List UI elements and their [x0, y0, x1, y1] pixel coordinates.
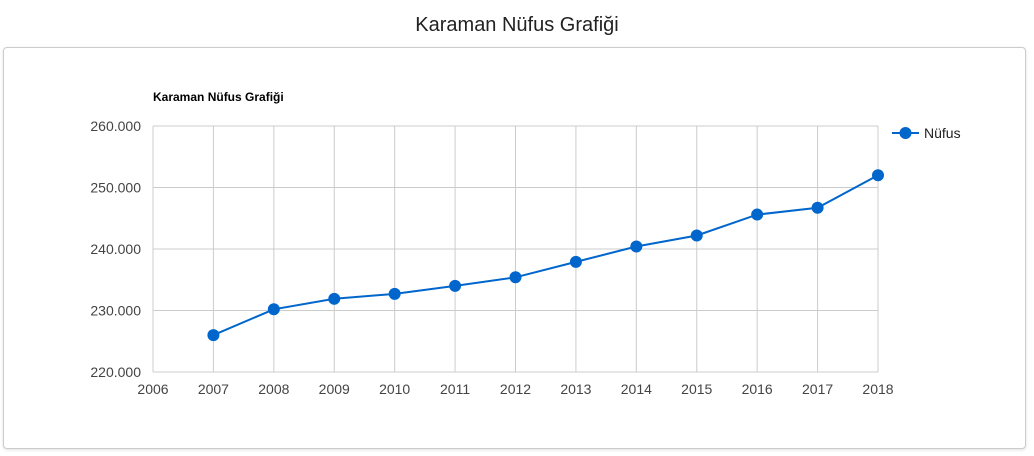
x-tick-label: 2008	[258, 381, 289, 397]
x-tick-label: 2014	[621, 381, 652, 397]
series-layer	[207, 169, 884, 342]
y-tick-label: 220.000	[90, 364, 141, 380]
page-title: Karaman Nüfus Grafiği	[415, 14, 619, 36]
x-tick-label: 2012	[500, 381, 531, 397]
x-tick-label: 2017	[802, 381, 833, 397]
x-tick-label: 2006	[137, 381, 168, 397]
chart-title: Karaman Nüfus Grafiği	[153, 90, 284, 104]
x-tick-label: 2007	[198, 381, 229, 397]
series-line	[213, 174, 879, 337]
data-point[interactable]	[811, 201, 824, 214]
data-point[interactable]	[449, 279, 462, 292]
data-point[interactable]	[630, 240, 643, 253]
data-point[interactable]	[690, 229, 703, 242]
y-axis-ticks: 220.000 230.000 240.000 250.000 260.000	[90, 118, 141, 380]
legend[interactable]: Nüfus	[892, 125, 961, 141]
x-tick-label: 2016	[742, 381, 773, 397]
grid-lines	[152, 125, 879, 373]
data-point[interactable]	[388, 287, 401, 300]
data-point[interactable]	[872, 169, 884, 182]
x-tick-label: 2013	[560, 381, 591, 397]
x-tick-label: 2018	[862, 381, 893, 397]
data-point[interactable]	[267, 303, 280, 316]
y-tick-label: 260.000	[90, 118, 141, 134]
legend-marker	[899, 127, 912, 139]
chart-card	[3, 47, 1026, 449]
y-tick-label: 240.000	[90, 241, 141, 257]
legend-label: Nüfus	[924, 125, 961, 141]
data-point[interactable]	[207, 329, 220, 342]
x-axis-ticks: 2006 2007 2008 2009 2010 2011 2012 2013 2014 2015…	[137, 381, 893, 397]
x-tick-label: 2015	[681, 381, 712, 397]
data-point[interactable]	[569, 255, 582, 268]
data-point[interactable]	[751, 208, 764, 221]
x-tick-label: 2009	[319, 381, 350, 397]
data-point[interactable]	[328, 292, 341, 305]
y-tick-label: 230.000	[90, 303, 141, 319]
data-point[interactable]	[509, 271, 522, 284]
y-tick-label: 250.000	[90, 180, 141, 196]
x-tick-label: 2010	[379, 381, 410, 397]
x-tick-label: 2011	[440, 381, 470, 397]
